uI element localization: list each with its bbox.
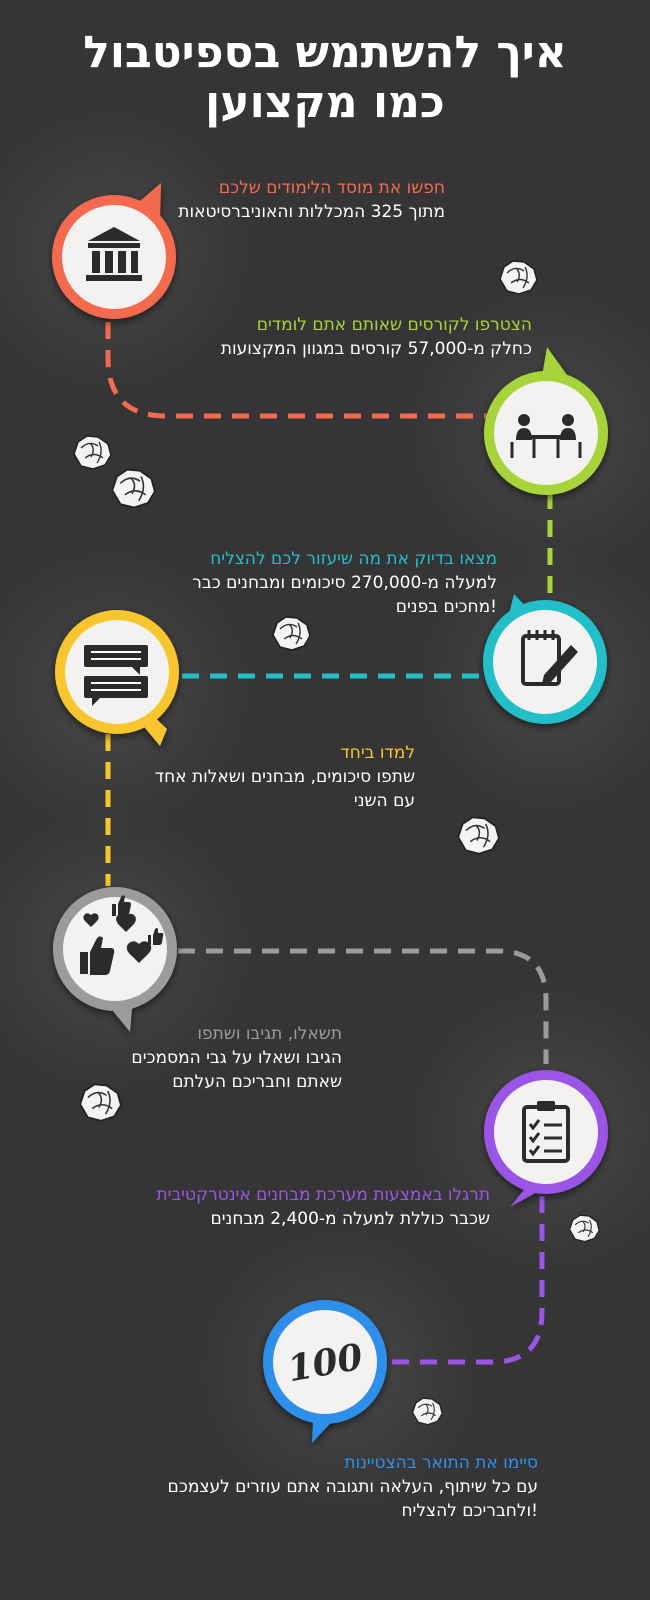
spitball-decoration <box>499 260 538 295</box>
title-line-2: כמו מקצוען <box>205 77 445 128</box>
step7-text: סיימו את התואר בהצטיינות עם כל שיתוף, הע… <box>168 1451 538 1523</box>
step2-text: הצטרפו לקורסים שאותם אתם לומדים כחלק מ-5… <box>221 313 532 361</box>
step5-line2: שאתם וחבריכם העלתם <box>172 1072 342 1092</box>
spitball-decoration <box>272 616 311 651</box>
step3-line2: !מחכים בפנים <box>395 597 497 617</box>
spitball-decoration <box>79 1083 122 1122</box>
title-line-1: איך להשתמש בספיטבול <box>83 27 567 78</box>
step1-pin <box>52 183 176 319</box>
step3-line1: למעלה מ-270,000 סיכומים ומבחנים כבר <box>192 573 497 593</box>
likes-hearts-icon <box>80 895 164 975</box>
step6-line1: שכבר כוללת למעלה מ-2,400 מבחנים <box>210 1209 490 1229</box>
step3-text: מצאו בדיוק את מה שיעזור לכם להצליח למעלה… <box>192 547 497 619</box>
connector-step6-step7 <box>388 1196 545 1365</box>
step4-text: למדו ביחד שתפו סיכומים, מבחנים ושאלות אח… <box>155 741 415 813</box>
step3-pin <box>483 594 607 724</box>
spitball-decoration <box>457 816 500 855</box>
step6-text: תרגלו באמצעות מערכת מבחנים אינטרקטיבית ש… <box>156 1183 490 1231</box>
step2-heading: הצטרפו לקורסים שאותם אתם לומדים <box>256 315 532 335</box>
connector-step1-step2 <box>105 322 490 419</box>
step7-line2: !ולחבריכם להצליח <box>401 1501 538 1521</box>
step5-heading: תשאלו, תגיבו ושתפו <box>197 1024 342 1044</box>
step7-heading: סיימו את התואר בהצטיינות <box>344 1453 538 1473</box>
step6-pin <box>484 1070 608 1207</box>
step2-line1: כחלק מ-57,000 קורסים במגוון המקצועות <box>220 339 532 359</box>
step4-heading: למדו ביחד <box>340 743 415 763</box>
step4-line1: שתפו סיכומים, מבחנים ושאלות אחד <box>154 767 415 787</box>
spitball-decoration <box>411 1397 443 1426</box>
spitball-decoration <box>73 435 112 470</box>
page-title: איך להשתמש בספיטבול כמו מקצוען <box>0 28 650 128</box>
step2-pin <box>484 347 608 495</box>
students-table-icon <box>510 414 582 458</box>
checklist-clipboard-icon <box>522 1101 570 1163</box>
spitball-decoration <box>111 468 156 509</box>
step3-heading: מצאו בדיוק את מה שיעזור לכם להצליח <box>210 549 497 569</box>
step1-text: חפשו את מוסד הלימודים שלכם מתוך 325 המכל… <box>178 176 445 224</box>
step1-line1: מתוך 325 המכללות והאוניברסיטאות <box>178 202 445 222</box>
step7-line1: עם כל שיתוף, העלאה ותגובה אתם עוזרים לעצ… <box>167 1477 538 1497</box>
university-building-icon <box>86 227 142 281</box>
spitball-decoration <box>568 1214 600 1243</box>
notepad-pencil-icon <box>521 630 578 686</box>
chat-bubbles-icon <box>84 645 148 706</box>
step1-heading: חפשו את מוסד הלימודים שלכם <box>218 178 445 198</box>
step5-text: תשאלו, תגיבו ושתפו הגיבו ושאלו על גבי המ… <box>131 1022 342 1094</box>
step4-line2: עם השני <box>353 791 415 811</box>
connector-step5-step6 <box>178 948 549 1064</box>
step6-heading: תרגלו באמצעות מערכת מבחנים אינטרקטיבית <box>156 1185 490 1205</box>
step5-line1: הגיבו ושאלו על גבי המסמכים <box>131 1048 342 1068</box>
step7-pin <box>263 1300 387 1443</box>
